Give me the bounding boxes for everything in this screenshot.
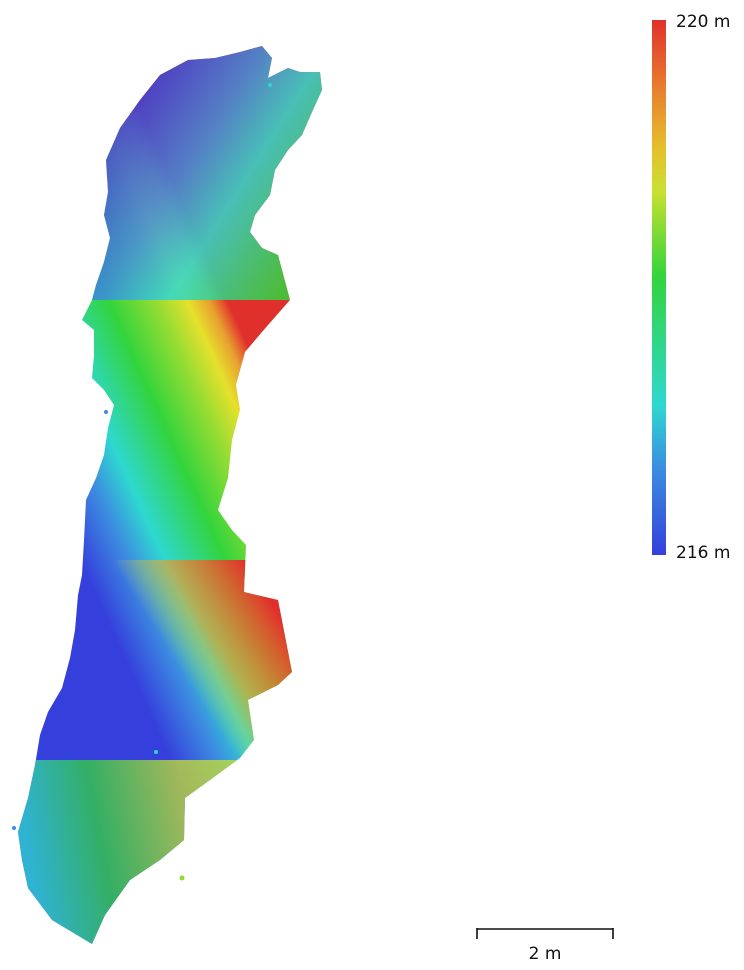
elevation-legend-bar	[652, 20, 666, 555]
scale-bar	[476, 928, 614, 939]
legend-max-label: 220 m	[676, 12, 731, 32]
legend-min-label: 216 m	[676, 543, 731, 563]
scale-bar-label: 2 m	[528, 944, 562, 964]
terrain-specks	[12, 83, 272, 881]
